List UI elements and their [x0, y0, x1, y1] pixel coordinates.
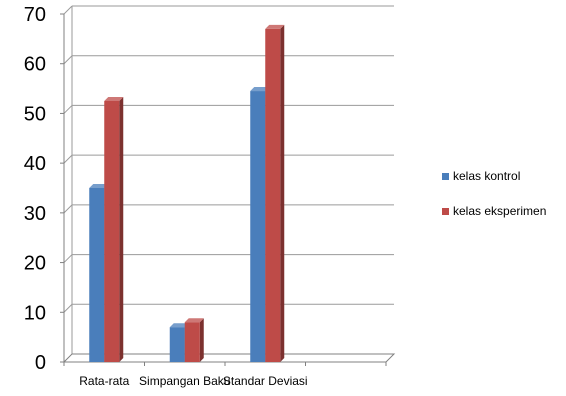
gridline-side	[63, 154, 73, 164]
bar	[104, 101, 120, 362]
y-tick-label: 40	[24, 153, 46, 175]
legend-swatch-kelas-eksperimen	[442, 207, 449, 215]
gridline-side	[63, 254, 73, 263]
y-tick-label: 50	[24, 103, 46, 125]
gridline-side	[63, 204, 73, 214]
bar-top	[184, 318, 204, 323]
legend: kelas kontrol kelas eksperimen	[442, 168, 546, 238]
gridline-side	[63, 105, 73, 114]
y-tick-label: 10	[24, 302, 46, 324]
bar-top	[89, 184, 109, 188]
legend-item-kelas-kontrol: kelas kontrol	[442, 168, 546, 184]
bar-side	[199, 318, 204, 362]
gridline-side	[63, 5, 73, 15]
y-tick-label: 60	[24, 54, 46, 76]
x-tick-label: Rata-rata	[79, 374, 129, 388]
bar-top	[265, 24, 285, 29]
legend-label-kelas-kontrol: kelas kontrol	[453, 169, 521, 183]
bar-top	[104, 97, 124, 101]
gridline-side	[63, 303, 73, 313]
legend-item-kelas-eksperimen: kelas eksperimen	[442, 203, 546, 219]
y-tick-label: 70	[24, 4, 46, 26]
x-tick-label: Standar Deviasi	[223, 374, 308, 388]
bar-side	[119, 97, 124, 362]
legend-label-kelas-eksperimen: kelas eksperimen	[453, 204, 547, 218]
bar-side	[280, 24, 285, 363]
y-tick-label: 0	[35, 352, 46, 374]
bar-top	[169, 323, 189, 328]
bar	[89, 188, 105, 362]
y-tick-label: 20	[24, 253, 46, 275]
legend-swatch-kelas-kontrol	[442, 172, 449, 180]
bar-top	[250, 87, 270, 92]
bar	[265, 28, 281, 363]
y-tick-label: 30	[24, 203, 46, 225]
bar	[184, 322, 200, 362]
gridline-side	[63, 55, 73, 65]
x-tick-label: Simpangan Baku	[139, 374, 230, 388]
bar	[169, 327, 185, 362]
bar	[250, 91, 266, 363]
